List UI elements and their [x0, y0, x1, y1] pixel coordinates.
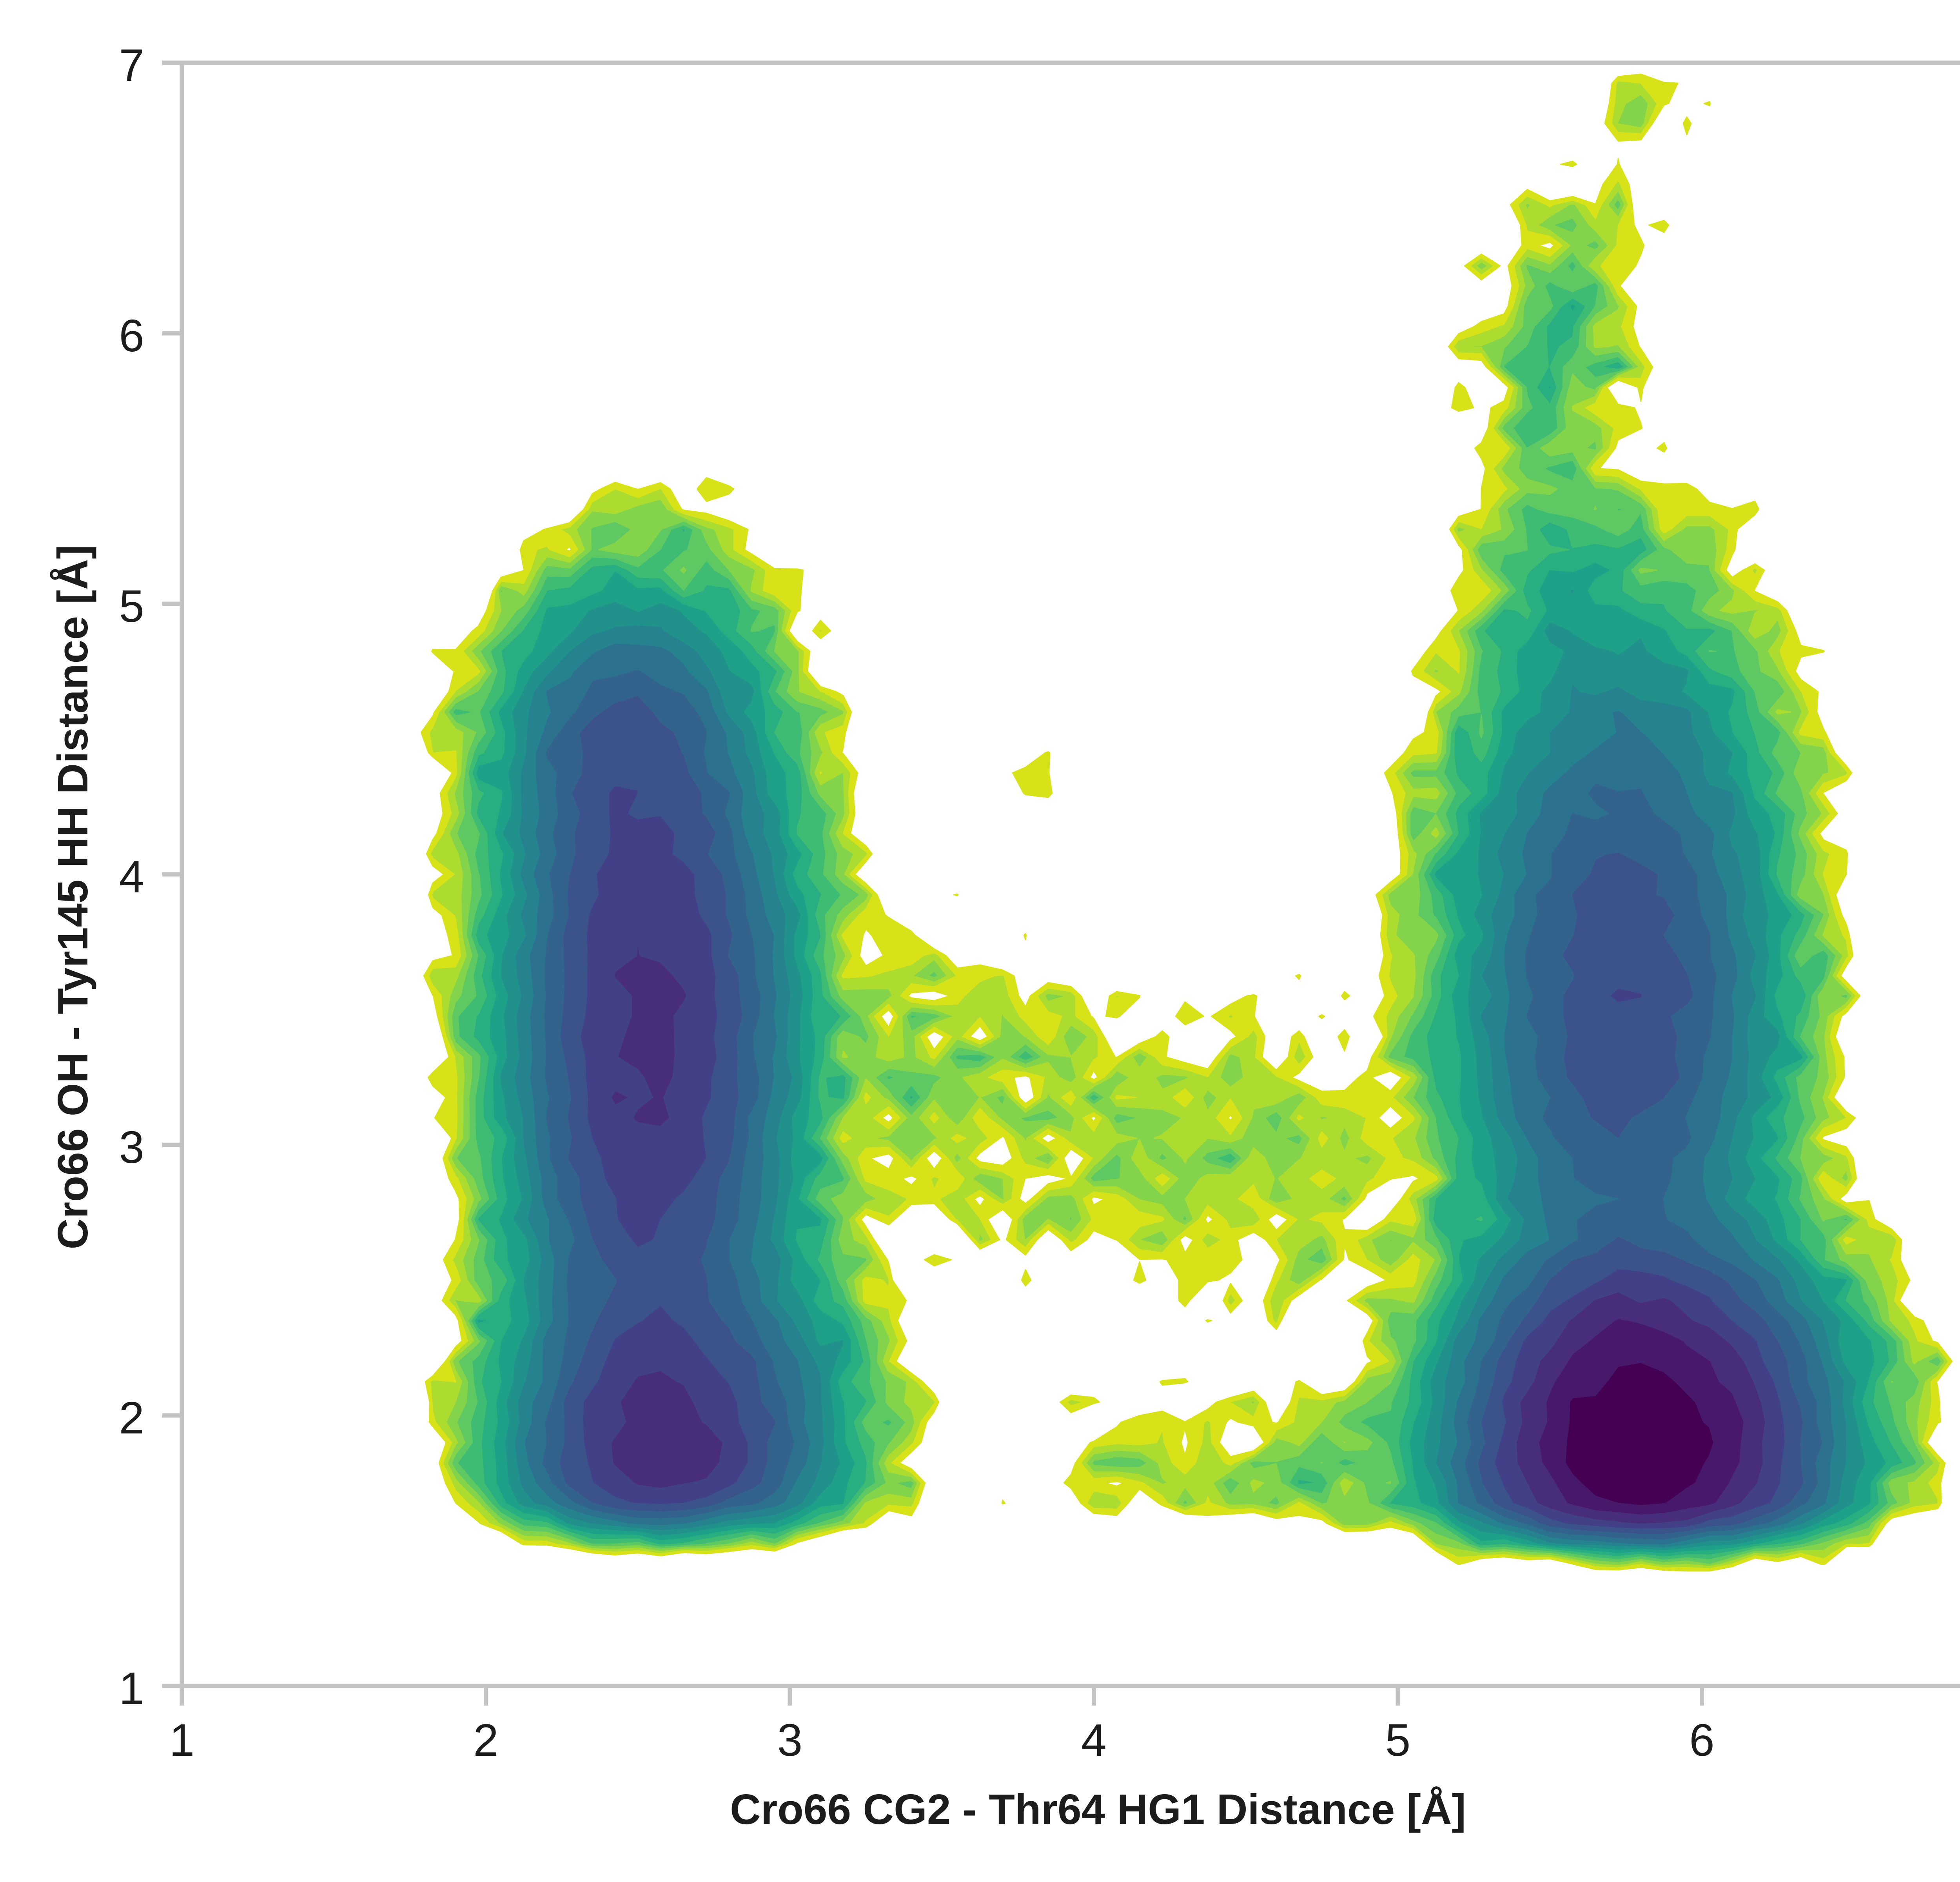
svg-text:4: 4 [1081, 1715, 1107, 1766]
svg-text:6: 6 [119, 310, 144, 361]
svg-text:4: 4 [119, 851, 144, 902]
svg-text:1: 1 [119, 1663, 144, 1714]
svg-text:2: 2 [119, 1392, 144, 1443]
svg-text:Cro66 CG2 - Thr64 HG1 Distance: Cro66 CG2 - Thr64 HG1 Distance [Å] [730, 1786, 1466, 1833]
svg-text:7: 7 [119, 40, 144, 91]
svg-text:5: 5 [1385, 1715, 1411, 1766]
svg-text:3: 3 [119, 1122, 144, 1173]
svg-text:1: 1 [169, 1715, 195, 1766]
svg-text:2: 2 [473, 1715, 499, 1766]
svg-text:5: 5 [119, 581, 144, 632]
svg-text:Cro66 OH - Tyr145 HH Distance: Cro66 OH - Tyr145 HH Distance [Å] [49, 545, 97, 1250]
svg-text:3: 3 [777, 1715, 803, 1766]
svg-text:6: 6 [1689, 1715, 1715, 1766]
